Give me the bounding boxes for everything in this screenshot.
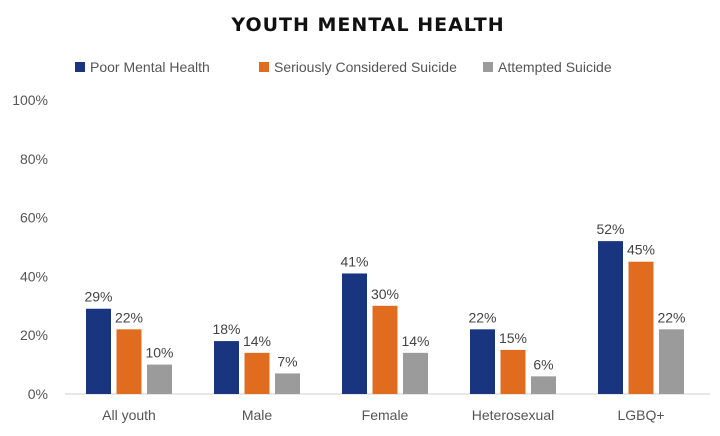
bar: [342, 273, 367, 394]
y-axis: 0% 20% 40% 60% 80% 100%: [12, 92, 48, 402]
x-tick-label: Heterosexual: [472, 407, 555, 423]
legend: Poor Mental Health Seriously Considered S…: [75, 59, 612, 75]
data-label: 29%: [84, 289, 112, 305]
bar: [628, 261, 654, 394]
bar: [403, 352, 428, 394]
chart-title: YOUTH MENTAL HEALTH: [230, 14, 504, 36]
data-label: 7%: [277, 353, 297, 369]
bar: [659, 329, 684, 394]
legend-swatch: [259, 62, 269, 72]
y-tick-label: 20%: [20, 327, 48, 343]
bar: [86, 308, 111, 394]
y-tick-label: 60%: [20, 210, 48, 226]
bar: [598, 241, 623, 394]
legend-swatch: [75, 62, 85, 72]
bar: [116, 329, 142, 394]
data-label: 10%: [145, 345, 173, 361]
legend-label: Poor Mental Health: [90, 59, 210, 75]
bar: [500, 349, 526, 394]
y-tick-label: 80%: [20, 151, 48, 167]
data-label: 14%: [243, 333, 271, 349]
bars: 29%22%10%18%14%7%41%30%14%22%15%6%52%45%…: [84, 221, 686, 394]
data-label: 14%: [401, 333, 429, 349]
x-tick-label: Female: [362, 407, 409, 423]
data-label: 45%: [627, 242, 655, 258]
legend-swatch: [483, 62, 493, 72]
legend-label: Attempted Suicide: [498, 59, 612, 75]
bar: [147, 364, 172, 394]
bar: [244, 352, 270, 394]
bar: [372, 305, 398, 394]
data-label: 22%: [657, 309, 685, 325]
data-label: 30%: [371, 286, 399, 302]
data-label: 6%: [533, 356, 553, 372]
y-tick-label: 0%: [28, 386, 48, 402]
y-tick-label: 100%: [12, 92, 48, 108]
x-tick-label: LGBQ+: [617, 407, 664, 423]
legend-label: Seriously Considered Suicide: [274, 59, 457, 75]
data-label: 41%: [340, 253, 368, 269]
data-label: 22%: [115, 309, 143, 325]
bar: [470, 329, 495, 394]
bar: [275, 373, 300, 394]
y-tick-label: 40%: [20, 268, 48, 284]
data-label: 22%: [468, 309, 496, 325]
x-tick-label: All youth: [102, 407, 156, 423]
bar: [531, 376, 556, 394]
data-label: 52%: [596, 221, 624, 237]
data-label: 18%: [212, 321, 240, 337]
data-label: 15%: [499, 330, 527, 346]
x-axis: All youth Male Female Heterosexual LGBQ+: [102, 407, 664, 423]
x-tick-label: Male: [242, 407, 273, 423]
bar: [214, 341, 239, 394]
